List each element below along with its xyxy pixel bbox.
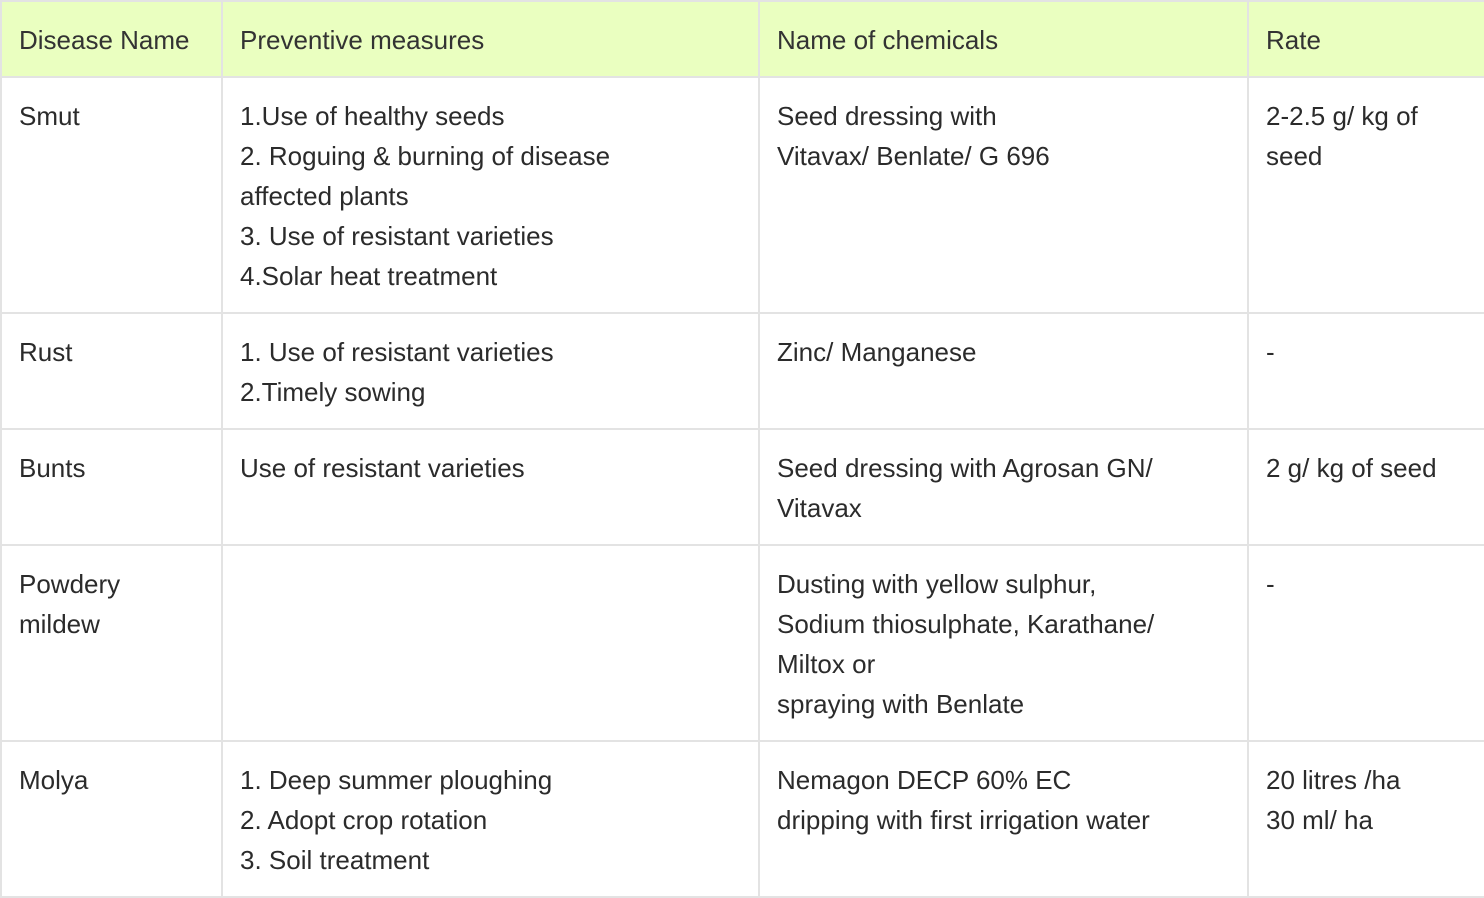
table-row: Powdery mildew Dusting with yellow sulph… [0, 544, 1484, 742]
cell-disease-name: Molya [0, 740, 223, 898]
cell-text: Molya [19, 765, 89, 795]
cell-text: Vitavax [777, 493, 862, 523]
cell-disease-name: Rust [0, 312, 223, 430]
table-row: Molya 1. Deep summer ploughing 2. Adopt … [0, 740, 1484, 898]
cell-text: 3. Soil treatment [240, 845, 430, 875]
cell-name-of-chemicals: Seed dressing with Vitavax/ Benlate/ G 6… [758, 76, 1249, 314]
cell-name-of-chemicals: Seed dressing with Agrosan GN/ Vitavax [758, 428, 1249, 546]
cell-text: mildew [19, 609, 100, 639]
cell-preventive-measures: 1. Use of resistant varieties 2.Timely s… [221, 312, 760, 430]
cell-disease-name: Powdery mildew [0, 544, 223, 742]
cell-text: Smut [19, 101, 80, 131]
cell-text: 20 litres /ha [1266, 765, 1401, 795]
cell-preventive-measures: Use of resistant varieties [221, 428, 760, 546]
cell-disease-name: Smut [0, 76, 223, 314]
cell-text: 1. Deep summer ploughing [240, 765, 553, 795]
cell-text: 1. Use of resistant varieties [240, 337, 554, 367]
cell-name-of-chemicals: Nemagon DECP 60% EC dripping with first … [758, 740, 1249, 898]
cell-text: dripping with first irrigation water [777, 805, 1150, 835]
cell-text: Seed dressing with Agrosan GN/ [777, 453, 1153, 483]
cell-text: Rust [19, 337, 73, 367]
header-preventive-measures: Preventive measures [221, 0, 760, 78]
cell-text: Dusting with yellow sulphur, [777, 569, 1097, 599]
cell-rate: - [1247, 312, 1484, 430]
cell-text: - [1266, 337, 1275, 367]
cell-rate: - [1247, 544, 1484, 742]
header-name-of-chemicals: Name of chemicals [758, 0, 1249, 78]
cell-text: 3. Use of resistant varieties [240, 221, 554, 251]
cell-text: Vitavax/ Benlate/ G 696 [777, 141, 1050, 171]
cell-preventive-measures [221, 544, 760, 742]
cell-preventive-measures: 1.Use of healthy seeds 2. Roguing & burn… [221, 76, 760, 314]
table-header-row: Disease Name Preventive measures Name of… [0, 0, 1484, 78]
table-row: Bunts Use of resistant varieties Seed dr… [0, 428, 1484, 546]
cell-name-of-chemicals: Dusting with yellow sulphur, Sodium thio… [758, 544, 1249, 742]
table-row: Rust 1. Use of resistant varieties 2.Tim… [0, 312, 1484, 430]
cell-rate: 2 g/ kg of seed [1247, 428, 1484, 546]
cell-text: Sodium thiosulphate, Karathane/ [777, 609, 1155, 639]
cell-text: spraying with Benlate [777, 689, 1025, 719]
cell-rate: 20 litres /ha 30 ml/ ha [1247, 740, 1484, 898]
cell-text: affected plants [240, 181, 409, 211]
cell-text: 2-2.5 g/ kg of [1266, 101, 1418, 131]
cell-name-of-chemicals: Zinc/ Manganese [758, 312, 1249, 430]
cell-text: Use of resistant varieties [240, 453, 525, 483]
cell-text: - [1266, 569, 1275, 599]
cell-disease-name: Bunts [0, 428, 223, 546]
header-rate: Rate [1247, 0, 1484, 78]
cell-preventive-measures: 1. Deep summer ploughing 2. Adopt crop r… [221, 740, 760, 898]
cell-text: Nemagon DECP 60% EC [777, 765, 1072, 795]
cell-text: Powdery [19, 569, 121, 599]
cell-text: 2.Timely sowing [240, 377, 426, 407]
cell-text: Zinc/ Manganese [777, 337, 977, 367]
cell-text: Seed dressing with [777, 101, 997, 131]
cell-text: 1.Use of healthy seeds [240, 101, 505, 131]
cell-text: Miltox or [777, 649, 876, 679]
cell-text: 2. Roguing & burning of disease [240, 141, 611, 171]
cell-text: 2 g/ kg of seed [1266, 453, 1437, 483]
cell-text: 2. Adopt crop rotation [240, 805, 488, 835]
cell-text: Bunts [19, 453, 86, 483]
table-row: Smut 1.Use of healthy seeds 2. Roguing &… [0, 76, 1484, 314]
cell-text: 4.Solar heat treatment [240, 261, 498, 291]
header-disease-name: Disease Name [0, 0, 223, 78]
cell-text: 30 ml/ ha [1266, 805, 1373, 835]
cell-rate: 2-2.5 g/ kg of seed [1247, 76, 1484, 314]
cell-text: seed [1266, 141, 1323, 171]
